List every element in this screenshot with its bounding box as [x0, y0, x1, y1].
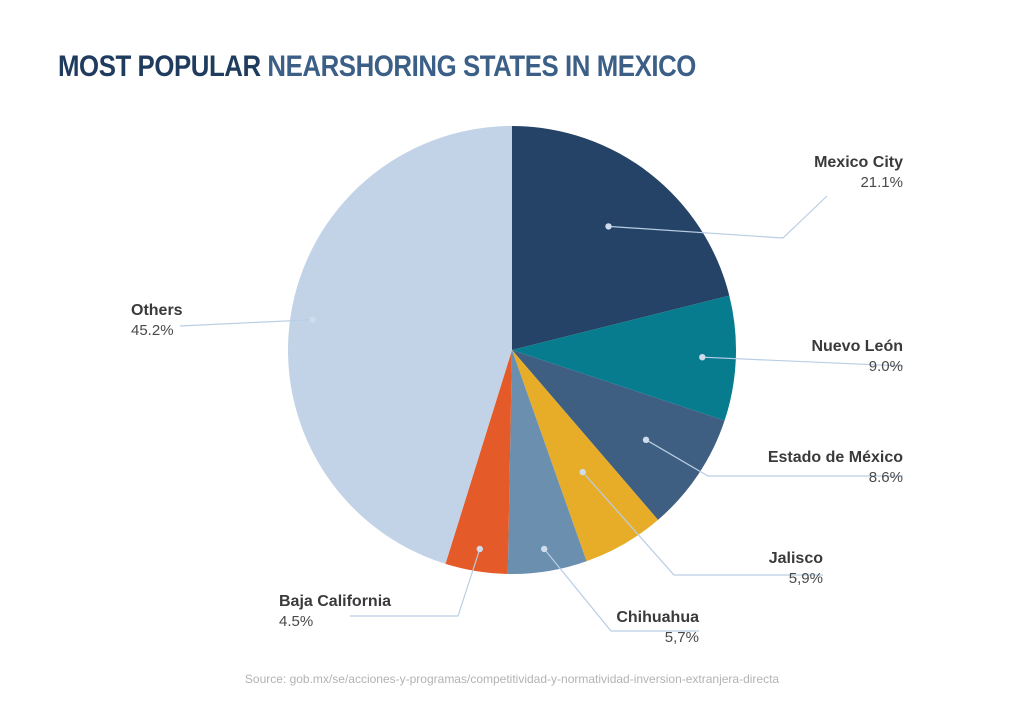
- leader-dot-jalisco: [579, 468, 586, 476]
- slice-label-mexico-city: Mexico City: [814, 154, 903, 171]
- chart-title-strong: MOST POPULAR: [58, 50, 261, 83]
- slice-value-baja-california: 4.5%: [279, 613, 313, 630]
- leader-line-others: [179, 319, 313, 327]
- slice-label-estado-de-mexico: Estado de México: [768, 449, 903, 466]
- pie-slice-jalisco: [512, 350, 659, 562]
- leader-line-mexico-city: [608, 195, 828, 239]
- leader-dot-chihuahua: [541, 545, 548, 553]
- slice-value-others: 45.2%: [131, 322, 174, 339]
- slice-value-jalisco: 5,9%: [789, 570, 823, 587]
- leader-dot-others: [309, 316, 316, 323]
- pie-slice-baja-california: [445, 350, 512, 574]
- slice-label-others: Others: [131, 302, 183, 319]
- leader-dot-estado-de-mexico: [642, 436, 650, 443]
- slice-label-chihuahua: Chihuahua: [616, 609, 699, 626]
- leader-dot-mexico-city: [605, 223, 612, 230]
- leader-line-estado-de-mexico: [645, 439, 903, 477]
- slice-label-baja-california: Baja California: [279, 593, 391, 610]
- pie-labels: Mexico City 21.1% Nuevo León 9.0% Estado de …: [131, 154, 903, 646]
- chart-title-rest: NEARSHORING STATES IN MEXICO: [267, 50, 696, 83]
- source-note: Source: gob.mx/se/acciones-y-programas/c…: [244, 672, 780, 686]
- pie-slice-estado-de-mexico: [512, 350, 725, 520]
- leader-line-baja-california: [350, 548, 481, 617]
- pie-slices: [287, 125, 737, 574]
- slice-value-estado-de-mexico: 8.6%: [869, 469, 903, 486]
- pie-slice-chihuahua: [507, 350, 587, 574]
- slice-value-mexico-city: 21.1%: [860, 174, 903, 191]
- leader-dot-baja-california: [476, 545, 483, 553]
- chart-title: MOST POPULAR NEARSHORING STATES IN MEXIC…: [58, 50, 696, 84]
- slice-label-jalisco: Jalisco: [769, 550, 823, 567]
- slice-value-nuevo-leon: 9.0%: [869, 358, 903, 375]
- leader-line-chihuahua: [543, 548, 699, 632]
- leader-line-jalisco: [582, 471, 823, 576]
- pie-slice-nuevo-leon: [512, 295, 737, 421]
- leader-dot-nuevo-leon: [699, 354, 706, 361]
- pie-slice-mexico-city: [512, 126, 730, 350]
- pie-slice-others: [287, 125, 512, 564]
- leader-line-nuevo-leon: [702, 356, 904, 367]
- slice-value-chihuahua: 5,7%: [665, 629, 699, 646]
- slice-label-nuevo-leon: Nuevo León: [811, 338, 903, 355]
